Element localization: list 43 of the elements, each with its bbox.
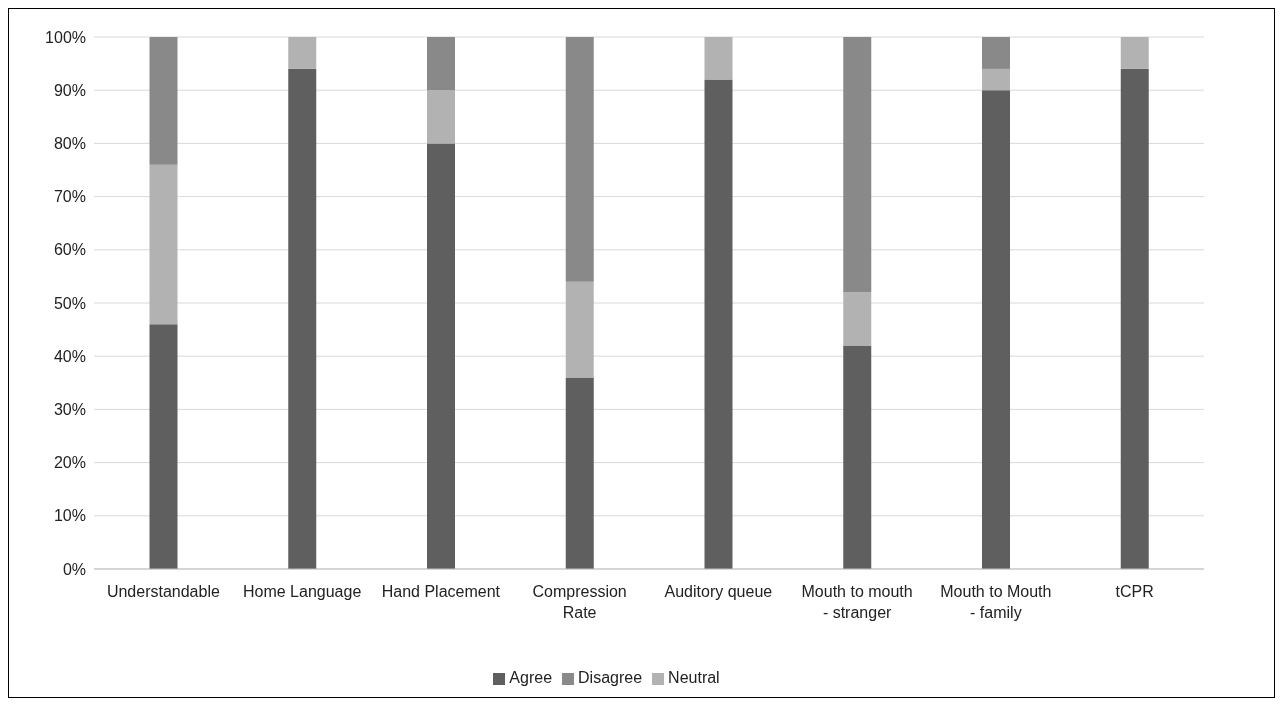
bar <box>843 345 872 569</box>
bar <box>1120 37 1149 69</box>
y-tick-label: 20% <box>53 454 86 472</box>
bar <box>1120 68 1149 569</box>
legend-label: Disagree <box>578 669 643 686</box>
bar <box>288 68 317 569</box>
bar <box>565 37 594 282</box>
y-tick-label: 90% <box>53 81 86 99</box>
y-tick-label: 0% <box>62 560 86 578</box>
bar <box>427 143 455 569</box>
bar <box>982 68 1010 91</box>
y-tick-label: 10% <box>53 507 86 525</box>
bar <box>149 37 178 165</box>
x-tick-label: Compression Rate <box>532 583 627 621</box>
y-tick-label: 50% <box>53 294 86 312</box>
legend-label: Agree <box>509 669 553 686</box>
bar <box>149 164 178 325</box>
bar <box>565 377 594 569</box>
x-tick-label: Hand Placement <box>381 583 501 600</box>
x-tick-label: Mouth to mouth - stranger <box>801 583 913 621</box>
bar <box>982 37 1010 69</box>
bar <box>565 281 594 378</box>
x-tick-label: tCPR <box>1115 583 1154 600</box>
y-tick-label: 70% <box>53 188 86 206</box>
x-tick-label: Mouth to Mouth - family <box>940 583 1052 621</box>
bar <box>149 324 178 569</box>
legend-label: Neutral <box>668 669 720 686</box>
bar <box>843 292 872 346</box>
x-tick-label: Understandable <box>106 583 220 600</box>
bar <box>427 37 455 91</box>
bar <box>982 90 1010 569</box>
bar <box>704 37 733 80</box>
x-tick-label: Auditory queue <box>664 583 773 600</box>
bar <box>427 90 455 144</box>
bar <box>704 79 733 569</box>
bar <box>288 37 317 69</box>
x-tick-label: Home Language <box>242 583 362 600</box>
bar <box>843 37 872 293</box>
y-tick-label: 60% <box>53 241 86 259</box>
y-tick-label: 40% <box>53 347 86 365</box>
y-tick-label: 100% <box>45 28 86 46</box>
y-tick-label: 30% <box>53 401 86 419</box>
y-tick-label: 80% <box>53 135 86 153</box>
